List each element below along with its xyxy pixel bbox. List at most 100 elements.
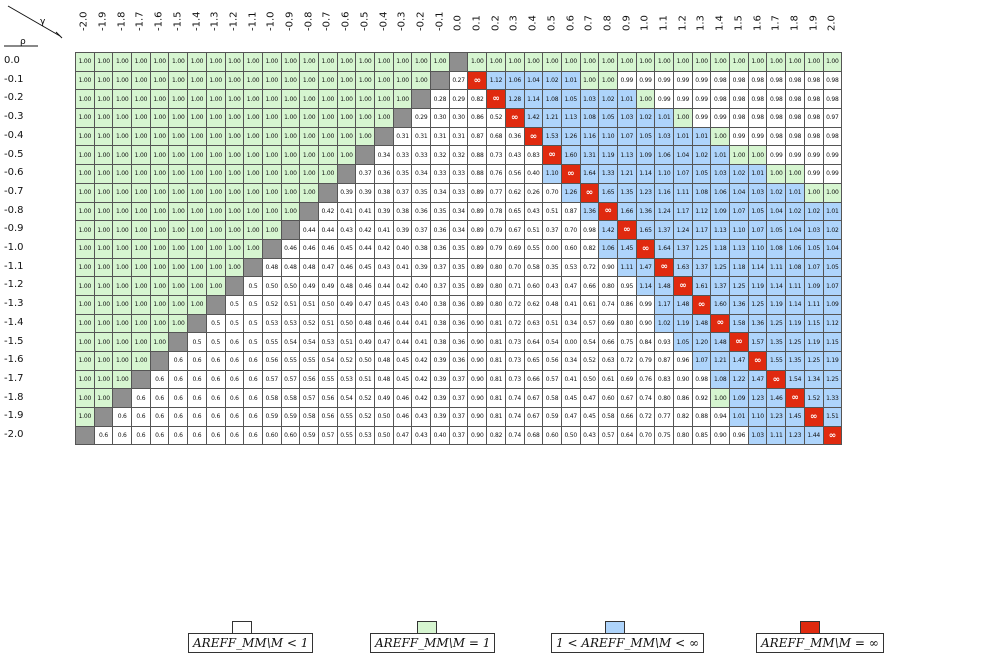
table-cell: 0.45 (336, 238, 357, 259)
table-cell: 1.00 (112, 89, 133, 110)
table-cell: 0.87 (654, 351, 674, 371)
table-cell: 1.00 (504, 52, 525, 72)
table-cell: 1.52 (803, 388, 824, 409)
table-cell: 0.89 (467, 182, 488, 203)
table-cell: 0.6 (224, 388, 245, 409)
table-cell: 1.00 (187, 52, 207, 72)
table-cell: 0.96 (673, 351, 693, 371)
table-cell: 1.02 (766, 182, 787, 203)
column-header: 1.0 (636, 2, 655, 46)
table-cell: 1.00 (710, 388, 731, 409)
table-cell: 1.08 (691, 182, 712, 203)
column-header: -1.4 (187, 2, 206, 46)
table-cell: 1.00 (299, 108, 319, 128)
table-cell: 1.18 (710, 238, 731, 259)
table-cell: 1.19 (785, 313, 805, 334)
table-cell: 1.00 (224, 70, 245, 91)
table-cell: 1.00 (579, 70, 600, 91)
table-cell: 1.00 (75, 70, 95, 91)
table-row: 1.00 1.00 1.00 1.00 1.00 1.00 1.00 1.00 1.00 1.00… (75, 238, 843, 259)
table-cell: 0.47 (355, 294, 375, 315)
table-row: 1.00 1.00 1.00 1.00 1.00 1.00 1.00 1.00 1.00 1.00… (75, 164, 843, 184)
table-cell: 0.45 (355, 257, 375, 278)
table-cell: 0.89 (467, 220, 488, 240)
table-cell: 1.04 (523, 70, 544, 91)
table-cell: 0.40 (430, 425, 450, 446)
table-cell: 0.59 (261, 407, 282, 427)
table-cell: 0.47 (392, 425, 413, 446)
diagonal-cell (355, 145, 375, 166)
column-header-label: -1.0 (265, 11, 277, 31)
table-cell: 1.00 (317, 164, 338, 184)
table-cell: 0.81 (486, 313, 506, 334)
table-cell: 0.67 (504, 220, 525, 240)
table-cell: 1.00 (374, 52, 394, 72)
table-cell: 1.04 (673, 145, 693, 166)
table-cell: 0.57 (579, 313, 600, 334)
table-cell: 0.48 (336, 276, 357, 296)
row-header: -0.7 (4, 185, 24, 197)
table-cell: 0.52 (355, 407, 375, 427)
table-cell: 0.52 (579, 351, 600, 371)
table-cell: 0.69 (598, 313, 618, 334)
table-cell: 0.46 (317, 238, 338, 259)
table-cell: 1.00 (168, 257, 189, 278)
table-cell: 1.25 (691, 238, 712, 259)
table-cell: 0.6 (187, 369, 207, 390)
table-cell: 1.00 (280, 108, 301, 128)
table-cell: 0.38 (392, 201, 413, 222)
column-header: 0.3 (505, 2, 524, 46)
table-cell: 1.00 (205, 220, 226, 240)
table-cell: 0.48 (374, 351, 394, 371)
table-cell: 1.00 (75, 369, 95, 390)
table-cell: 0.6 (224, 351, 245, 371)
column-header: 0.1 (468, 2, 487, 46)
table-cell: 1.36 (579, 201, 600, 222)
table-cell: 1.25 (747, 294, 768, 315)
table-cell: 0.98 (822, 126, 843, 147)
table-cell: 1.00 (336, 145, 357, 166)
table-cell: 0.35 (542, 257, 562, 278)
table-cell: 0.46 (355, 276, 375, 296)
table-cell: 0.99 (822, 164, 843, 184)
column-header-label: -0.5 (359, 11, 371, 31)
diagonal-cell (187, 313, 207, 334)
infinite-cell: ∞ (598, 201, 618, 222)
infinite-cell: ∞ (729, 332, 749, 352)
table-cell: 1.00 (336, 108, 357, 128)
table-cell: 1.00 (149, 164, 170, 184)
table-cell: 1.20 (691, 332, 712, 352)
table-cell: 0.34 (448, 220, 469, 240)
table-cell: 1.00 (112, 220, 133, 240)
row-header: -0.3 (4, 111, 24, 123)
column-header: 1.6 (748, 2, 767, 46)
table-cell: 0.80 (616, 313, 637, 334)
row-header: -1.2 (4, 279, 24, 291)
infinite-cell: ∞ (691, 294, 712, 315)
table-cell: 0.6 (205, 425, 226, 446)
column-header: -1.8 (112, 2, 131, 46)
table-cell: 0.53 (355, 425, 375, 446)
diagonal-cell (112, 388, 133, 409)
column-header-label: -1.9 (97, 11, 109, 31)
table-cell: 1.00 (317, 52, 338, 72)
table-cell: 1.00 (317, 126, 338, 147)
column-header: 0.9 (617, 2, 636, 46)
table-cell: 0.93 (654, 332, 674, 352)
table-cell: 0.49 (317, 276, 338, 296)
table-cell: 0.38 (411, 238, 432, 259)
table-cell: 1.00 (598, 52, 618, 72)
table-cell: 0.39 (355, 182, 375, 203)
table-cell: 0.47 (560, 276, 581, 296)
table-cell: 0.48 (280, 257, 301, 278)
table-row: 1.00 1.00 1.00 1.00 0.6 0.6 0.6 0.6 0.6 0.56 0.55 0… (75, 351, 843, 371)
table-cell: 0.54 (579, 332, 600, 352)
table-cell: 0.72 (579, 257, 600, 278)
table-cell: 0.99 (710, 108, 731, 128)
column-header-label: 1.3 (695, 15, 707, 31)
table-cell: 0.48 (261, 257, 282, 278)
table-cell: 1.00 (336, 89, 357, 110)
table-cell: 1.00 (243, 126, 263, 147)
table-cell: 0.6 (131, 425, 151, 446)
table-cell: 0.57 (598, 425, 618, 446)
